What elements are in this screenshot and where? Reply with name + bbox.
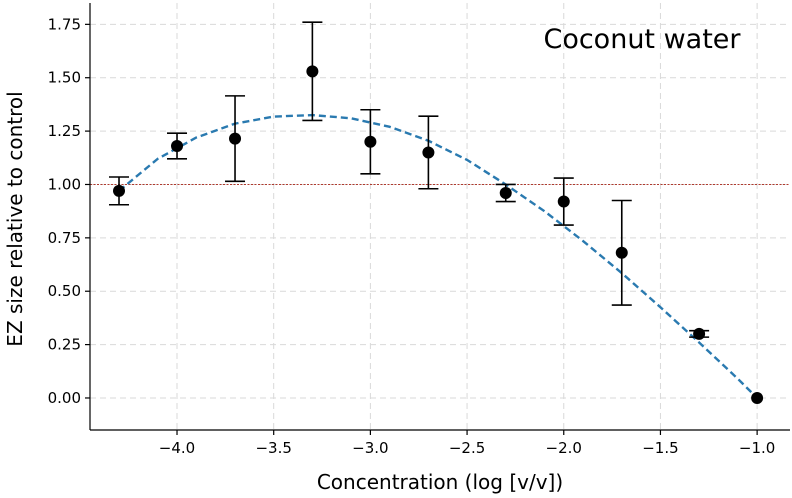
data-point (615, 246, 628, 259)
y-tick-label: 0.75 (48, 229, 81, 247)
data-point (499, 187, 512, 200)
x-tick-label: −4.0 (159, 439, 195, 457)
x-tick-label: −3.0 (352, 439, 388, 457)
x-tick-label: −1.5 (642, 439, 678, 457)
data-point (557, 195, 570, 208)
data-point (364, 135, 377, 148)
y-tick-label: 1.50 (48, 69, 81, 87)
x-tick-label: −3.5 (255, 439, 291, 457)
data-point (306, 65, 319, 78)
x-tick-label: −2.0 (546, 439, 582, 457)
data-point (171, 140, 184, 153)
y-tick-label: 1.75 (48, 15, 81, 33)
y-tick-label: 0.25 (48, 336, 81, 354)
x-tick-label: −1.0 (739, 439, 775, 457)
data-point (229, 132, 242, 145)
x-axis-title: Concentration (log [v/v]) (317, 470, 563, 494)
data-point (113, 184, 126, 197)
y-tick-label: 0.50 (48, 282, 81, 300)
data-points (113, 65, 764, 404)
fit-curve-group (118, 113, 758, 399)
chart-annotation: Coconut water (543, 24, 741, 55)
data-point (693, 327, 706, 340)
grid (90, 3, 790, 430)
data-point (422, 146, 435, 159)
y-tick-label: 1.25 (48, 122, 81, 140)
y-axis-title: EZ size relative to control (3, 91, 27, 346)
x-tick-label: −2.5 (449, 439, 485, 457)
error-bars (109, 21, 710, 338)
data-point (751, 391, 764, 404)
y-tick-label: 1.00 (48, 175, 81, 193)
fit-curve (118, 113, 758, 399)
axes: −4.0 −3.5 −3.0 −2.5 −2.0 −1.5 −1.0 0.00 0.25 0.50… (48, 3, 790, 457)
y-tick-label: 0.00 (48, 389, 81, 407)
